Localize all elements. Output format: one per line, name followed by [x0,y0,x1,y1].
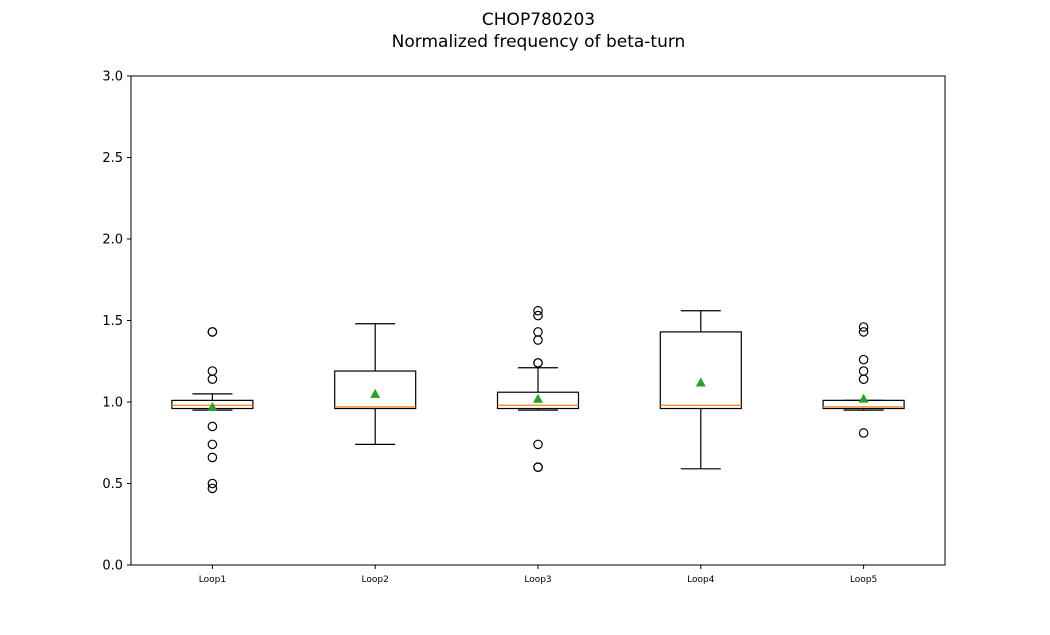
x-tick-label: Loop1 [199,575,226,585]
outlier-point [207,439,218,450]
outlier-point [858,327,869,337]
mean-marker [370,388,381,398]
outlier-point [858,428,869,438]
outlier-point [858,322,869,332]
x-tick-label: Loop2 [362,575,389,585]
box-Loop2 [334,370,417,410]
outlier-point [533,305,543,316]
x-tick-label: Loop4 [687,575,715,585]
outlier-point [207,452,218,463]
mean-marker [207,401,218,411]
y-tick-label: 0.0 [102,559,123,574]
outlier-point [533,439,543,450]
outlier-point [207,478,218,489]
x-tick-label: Loop5 [850,575,877,585]
outlier-point [207,421,218,432]
chart-title: CHOP780203 [481,10,596,30]
outlier-point [207,327,218,337]
outlier-point [533,462,543,472]
mean-marker [858,393,869,403]
y-tick-label: 2.0 [102,233,123,248]
y-tick-label: 3.0 [102,70,123,85]
mean-marker [695,377,706,387]
outlier-point [533,327,543,337]
box-Loop4 [659,331,742,410]
outlier-point [533,335,543,345]
outlier-point [207,483,218,494]
y-tick-label: 1.0 [102,396,123,411]
x-tick-label: Loop3 [524,575,551,585]
chart-subtitle: Normalized frequency of beta-turn [391,32,686,52]
y-tick-label: 0.5 [102,477,123,492]
y-tick-label: 1.5 [102,314,123,329]
axes-frame [130,75,946,566]
outlier-point [207,366,218,376]
outlier-point [207,374,218,384]
outlier-point [533,310,543,321]
outlier-point [858,354,869,365]
outlier-point [858,374,869,384]
outlier-point [858,366,869,376]
box-Loop3 [496,391,580,410]
outlier-point [533,358,543,368]
y-tick-label: 2.5 [102,151,123,166]
mean-marker [533,393,543,403]
